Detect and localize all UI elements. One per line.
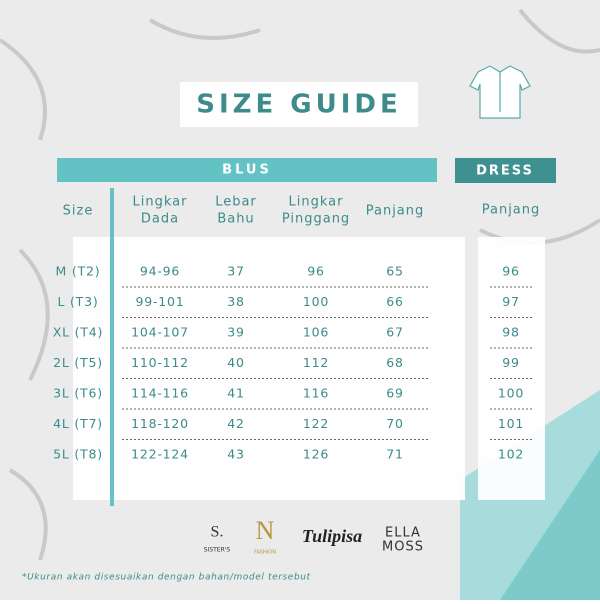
cell: 41 bbox=[227, 386, 245, 401]
column-header: Dada bbox=[141, 212, 179, 227]
dress-label: DRESS bbox=[476, 164, 534, 179]
cell: 114-116 bbox=[131, 386, 189, 401]
column-header: Pinggang bbox=[282, 212, 350, 227]
cell: 97 bbox=[502, 294, 520, 309]
cell: 100 bbox=[303, 294, 329, 309]
cell: 116 bbox=[303, 386, 329, 401]
cell: 69 bbox=[386, 386, 404, 401]
cell: 96 bbox=[307, 264, 325, 279]
divider bbox=[110, 188, 114, 506]
cell: 106 bbox=[303, 325, 329, 340]
cell: 43 bbox=[227, 447, 245, 462]
brands: S. SISTER'S N FASHION Tulipisa ELLA MOSS bbox=[204, 516, 424, 556]
brand-logo: Tulipisa bbox=[302, 526, 362, 546]
brand-logo: S. bbox=[211, 524, 224, 541]
blus-bar bbox=[57, 158, 437, 182]
cell: 2L (T5) bbox=[53, 355, 103, 370]
cell: 96 bbox=[502, 264, 520, 279]
cell: 101 bbox=[498, 416, 524, 431]
cell: 112 bbox=[303, 355, 329, 370]
cell: 102 bbox=[498, 447, 524, 462]
table-panel bbox=[73, 237, 465, 500]
teal-corner-dark bbox=[500, 450, 600, 600]
cell: 67 bbox=[386, 325, 404, 340]
column-header: Bahu bbox=[217, 212, 254, 227]
cell: 118-120 bbox=[131, 416, 189, 431]
cell: 126 bbox=[303, 447, 329, 462]
cell: 5L (T8) bbox=[53, 447, 103, 462]
cell: 100 bbox=[498, 386, 524, 401]
dress-bar bbox=[455, 158, 556, 183]
cell: L (T3) bbox=[57, 294, 98, 309]
cell: 94-96 bbox=[140, 264, 180, 279]
cell: 104-107 bbox=[131, 325, 189, 340]
column-header: Lingkar bbox=[133, 195, 188, 210]
cell: 42 bbox=[227, 416, 245, 431]
column-header: Size bbox=[63, 204, 94, 219]
cell: 68 bbox=[386, 355, 404, 370]
cell: M (T2) bbox=[56, 264, 101, 279]
cell: 99 bbox=[502, 355, 520, 370]
cell: 66 bbox=[386, 294, 404, 309]
cell: 110-112 bbox=[131, 355, 189, 370]
blus-label: BLUS bbox=[222, 163, 272, 178]
footnote: *Ukuran akan disesuaikan dengan bahan/mo… bbox=[22, 573, 311, 583]
brand-logo: N bbox=[256, 516, 275, 545]
cell: 122 bbox=[303, 416, 329, 431]
cell: 98 bbox=[502, 325, 520, 340]
dress-column-header: Panjang bbox=[482, 203, 541, 218]
column-header: Panjang bbox=[366, 204, 425, 219]
title: SIZE GUIDE bbox=[196, 90, 402, 120]
brand-logo: ELLA bbox=[385, 526, 421, 541]
cell: 99-101 bbox=[135, 294, 184, 309]
cell: 71 bbox=[386, 447, 404, 462]
cell: 4L (T7) bbox=[53, 416, 103, 431]
title-box bbox=[180, 82, 418, 127]
cell: 38 bbox=[227, 294, 245, 309]
brand-logo-sub: SISTER'S bbox=[204, 547, 231, 554]
cell: 65 bbox=[386, 264, 404, 279]
cell: 39 bbox=[227, 325, 245, 340]
shirt-icon bbox=[469, 65, 531, 119]
cell: 70 bbox=[386, 416, 404, 431]
brand-logo-sub: FASHION bbox=[254, 550, 276, 556]
dress-panel bbox=[478, 237, 545, 500]
cell: 122-124 bbox=[131, 447, 189, 462]
column-header: Lingkar bbox=[289, 195, 344, 210]
column-header: Lebar bbox=[215, 195, 257, 210]
cell: XL (T4) bbox=[53, 325, 103, 340]
cell: 40 bbox=[227, 355, 245, 370]
brand-logo-sub: MOSS bbox=[382, 540, 424, 555]
cell: 3L (T6) bbox=[53, 386, 103, 401]
cell: 37 bbox=[227, 264, 245, 279]
